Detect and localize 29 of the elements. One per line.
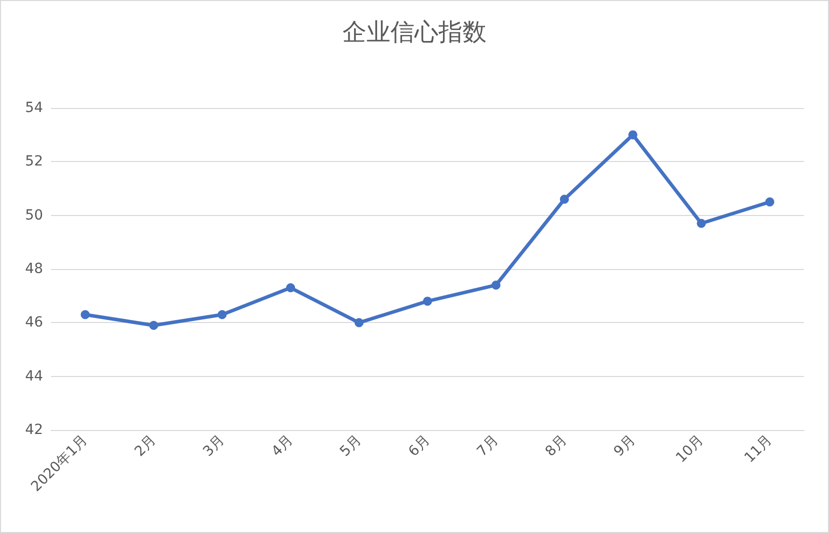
point [491,280,500,290]
point [354,318,364,328]
x-tick-label: 3月 [200,432,228,460]
point [218,310,227,320]
chart-title: 企业信心指数 [342,18,486,46]
x-tick-label: 9月 [611,432,639,460]
x-tick-label: 2月 [132,432,160,460]
x-tick-label: 10月 [673,432,707,466]
y-tick-label: 50 [25,207,43,224]
point [423,296,432,306]
y-tick-label: 46 [25,314,44,331]
y-tick-label: 48 [25,261,43,277]
point [696,218,706,228]
y-tick-label: 54 [25,100,44,116]
point [765,197,774,206]
point [80,310,90,320]
x-tick-label: 5月 [337,432,365,460]
point [149,320,158,330]
y-tick-label: 42 [25,422,43,438]
y-tick-label: 52 [25,154,43,170]
x-tick-label: 4月 [268,432,296,460]
x-tick-label: 7月 [474,432,502,460]
point [560,194,569,204]
x-tick-label: 11月 [742,432,776,466]
x-tick-label: 8月 [542,432,570,460]
point [286,283,296,292]
y-tick-label: 44 [25,368,44,384]
point [628,130,638,140]
x-tick-label: 6月 [406,432,434,460]
